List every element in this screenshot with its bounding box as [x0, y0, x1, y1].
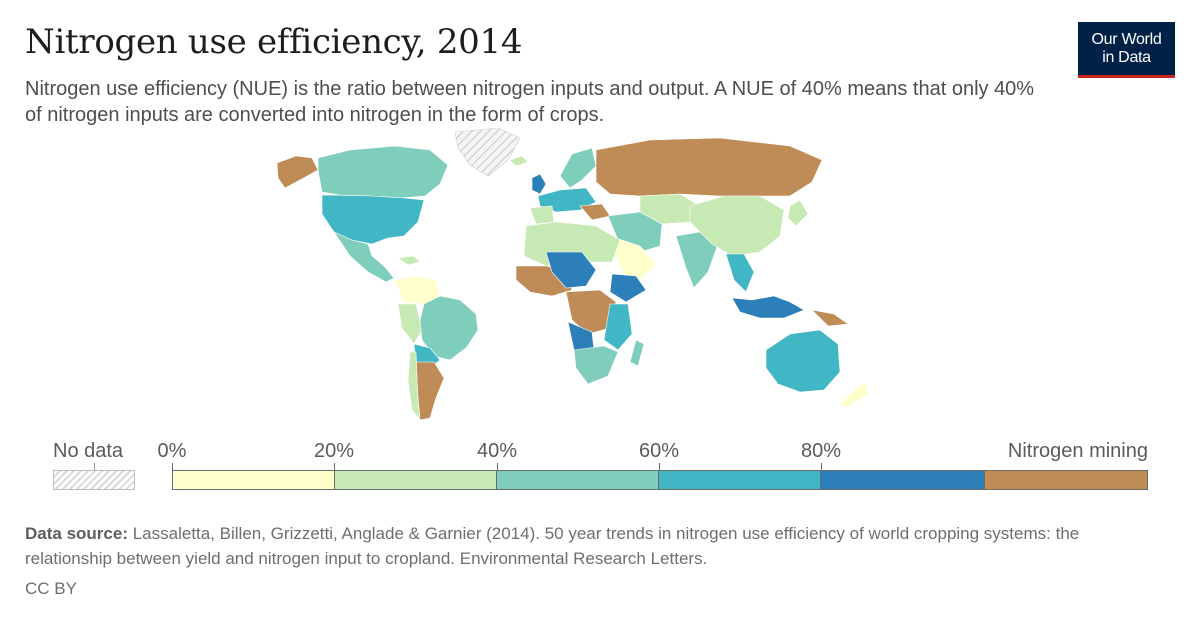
legend-bin-0-20[interactable] — [172, 470, 335, 490]
legend-tick-40 — [497, 463, 498, 470]
legend-bin-40-60[interactable] — [497, 470, 659, 490]
logo-line-1: Our World — [1091, 31, 1162, 48]
legend-tick-80 — [821, 463, 822, 470]
data-source-text: Lassaletta, Billen, Grizzetti, Anglade &… — [25, 524, 1080, 568]
legend-nitrogen-mining-label: Nitrogen mining — [1007, 440, 1148, 462]
region-horn-africa[interactable] — [609, 273, 647, 303]
legend-tick-label-20: 20% — [313, 440, 355, 462]
region-iceland[interactable] — [509, 155, 529, 167]
region-iberia[interactable] — [529, 205, 555, 225]
region-russia[interactable] — [595, 137, 823, 197]
legend-tick-60 — [659, 463, 660, 470]
owid-logo[interactable]: Our World in Data — [1078, 22, 1175, 78]
legend-bin-20-40[interactable] — [335, 470, 497, 490]
region-southern-africa[interactable] — [573, 345, 619, 385]
region-sahel[interactable] — [545, 251, 597, 289]
chart-title: Nitrogen use efficiency, 2014 — [25, 22, 523, 62]
region-mexico[interactable] — [333, 231, 395, 283]
logo-line-2: in Data — [1102, 49, 1151, 66]
region-brazil[interactable] — [419, 295, 479, 361]
region-scandinavia[interactable] — [559, 147, 597, 189]
legend-no-data-label: No data — [53, 440, 124, 462]
chart-subtitle: Nitrogen use efficiency (NUE) is the rat… — [25, 78, 1035, 126]
legend-bin-nitrogen-mining[interactable] — [985, 470, 1148, 490]
region-caribbean[interactable] — [397, 255, 421, 266]
region-alaska[interactable] — [276, 155, 319, 189]
region-east-africa[interactable] — [603, 303, 633, 351]
data-source: Data source: Lassaletta, Billen, Grizzet… — [25, 521, 1155, 571]
region-uk[interactable] — [531, 173, 547, 195]
legend-bin-80-100[interactable] — [821, 470, 985, 490]
region-balkans[interactable] — [579, 203, 611, 221]
region-se-asia[interactable] — [725, 253, 755, 293]
world-map — [276, 128, 869, 421]
legend-tick-label-40: 40% — [476, 440, 518, 462]
region-japan[interactable] — [787, 199, 809, 227]
region-peru[interactable] — [397, 303, 423, 345]
legend-tick-label-80: 80% — [800, 440, 842, 462]
region-australia[interactable] — [765, 329, 841, 393]
legend-tick-label-60: 60% — [638, 440, 680, 462]
region-new-zealand[interactable] — [839, 381, 869, 409]
legend-no-data-swatch[interactable] — [53, 470, 135, 490]
region-canada[interactable] — [317, 145, 449, 199]
region-argentina[interactable] — [415, 361, 445, 421]
region-indonesia[interactable] — [731, 295, 805, 319]
legend-tick-label-0: 0% — [157, 440, 187, 462]
data-source-label: Data source: — [25, 524, 128, 543]
license[interactable]: CC BY — [25, 579, 77, 598]
legend-bin-60-80[interactable] — [659, 470, 821, 490]
region-china[interactable] — [689, 195, 785, 257]
region-greenland[interactable] — [454, 128, 521, 177]
legend-tick-20 — [334, 463, 335, 470]
region-chile[interactable] — [407, 351, 421, 421]
region-png[interactable] — [811, 309, 849, 327]
region-madagascar[interactable] — [629, 339, 645, 367]
region-usa[interactable] — [321, 194, 425, 245]
legend-no-data-tick — [94, 463, 95, 470]
legend-tick-0 — [172, 463, 173, 470]
